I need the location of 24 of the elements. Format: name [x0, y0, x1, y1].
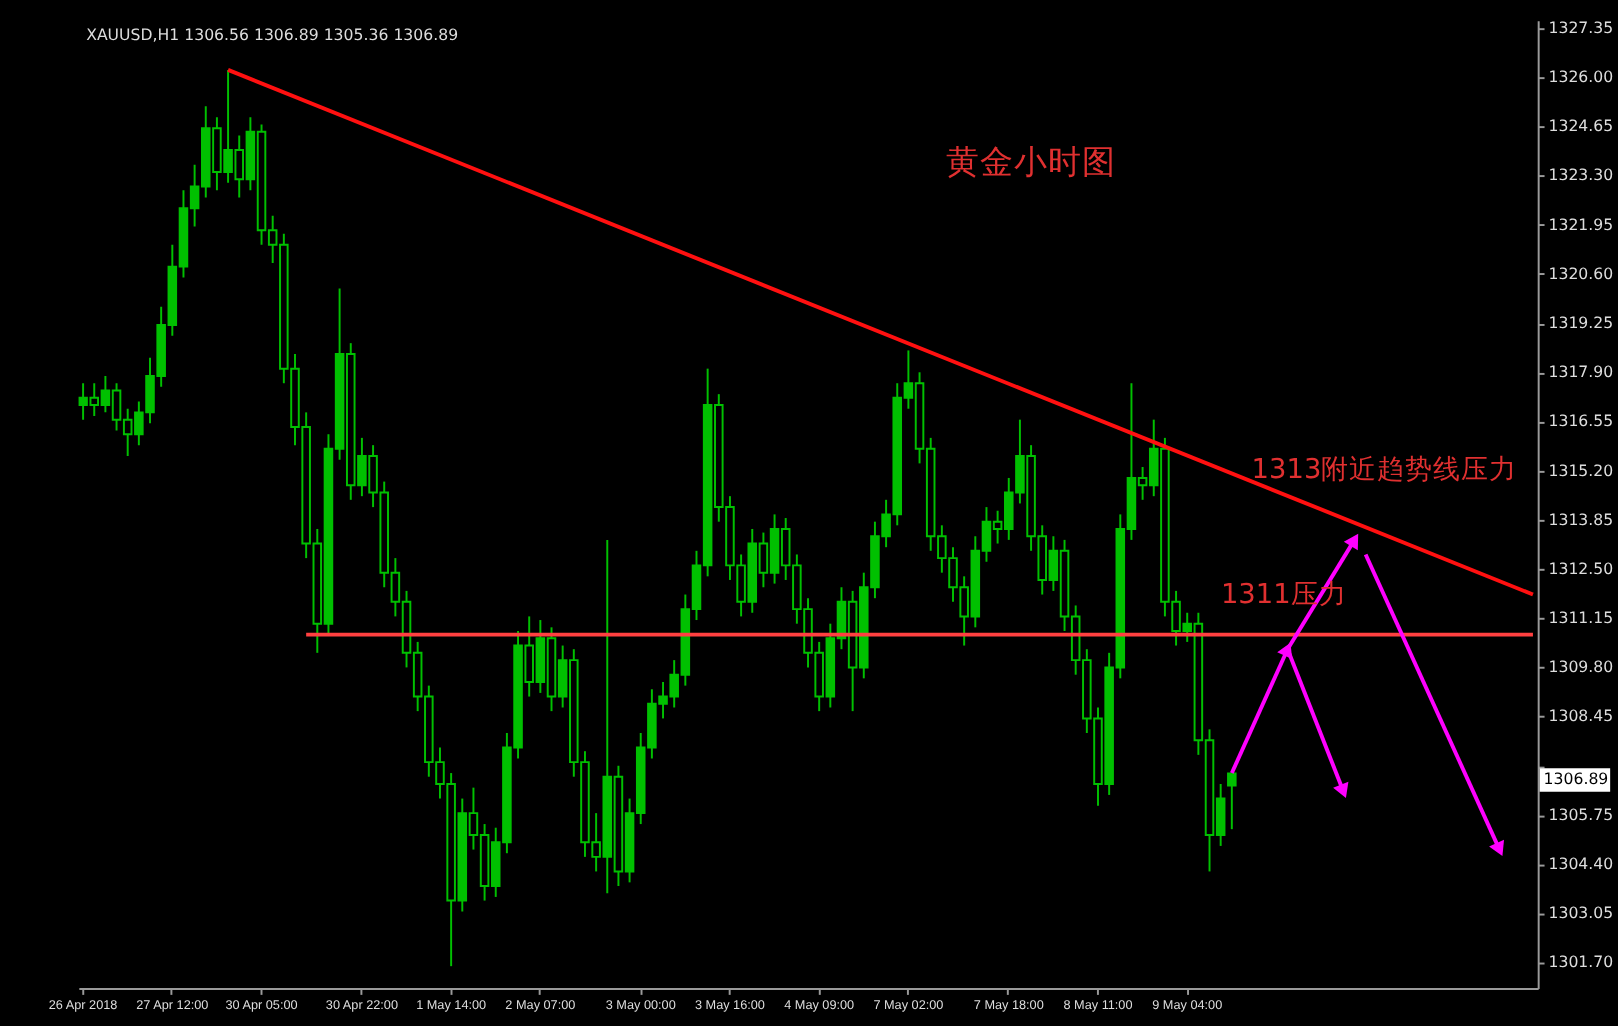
y-tick-label: 1319.25 [1548, 314, 1614, 333]
y-tick-label: 1308.45 [1548, 707, 1614, 726]
y-tick-label: 1327.35 [1548, 18, 1614, 37]
text: 1306.89 [1543, 769, 1609, 788]
y-tick-label: 1309.80 [1548, 658, 1614, 677]
text: 黄金小时图 [946, 143, 1117, 182]
y-tick-label: 1323.30 [1548, 166, 1614, 185]
y-tick-label: 1321.95 [1548, 215, 1614, 234]
y-tick-label: 1301.70 [1548, 953, 1614, 972]
y-tick-label: 1320.60 [1548, 264, 1614, 283]
y-tick-label: 1316.55 [1548, 412, 1614, 431]
y-tick-label: 1303.05 [1548, 904, 1614, 923]
y-tick-label: 1324.65 [1548, 117, 1614, 136]
y-tick-label: 1313.85 [1548, 510, 1614, 529]
y-tick-label: 1312.50 [1548, 559, 1614, 578]
y-tick-label: 1311.15 [1548, 609, 1614, 628]
annotation: 1313附近趋势线压力 [1251, 454, 1518, 487]
annotation: XAUUSD,H1 1306.56 1306.89 1305.36 1306.89 [86, 25, 459, 44]
annotation: 1311压力 [1220, 578, 1347, 611]
y-tick-label: 1304.40 [1548, 855, 1614, 874]
y-tick-label: 1317.90 [1548, 363, 1614, 382]
y-tick-label: 1305.75 [1548, 805, 1614, 824]
y-tick-label: 1315.20 [1548, 461, 1614, 480]
y-tick-label: 1326.00 [1548, 68, 1614, 87]
